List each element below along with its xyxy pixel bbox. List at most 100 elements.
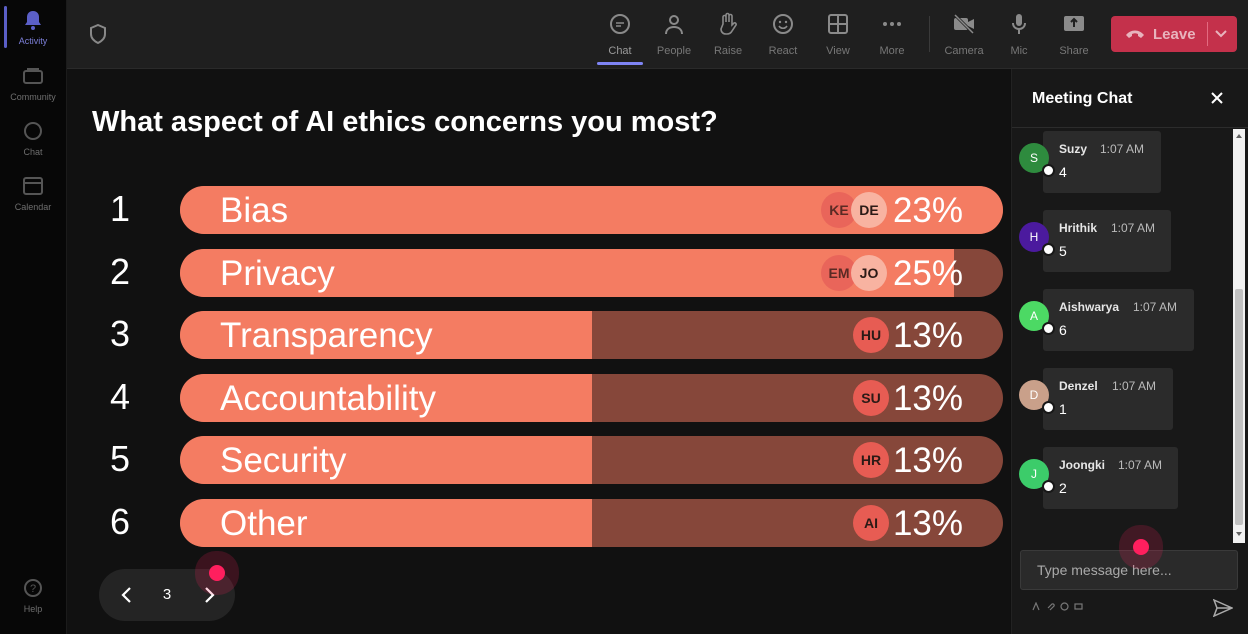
calendar-icon [23,177,43,195]
chat-message-sender: Aishwarya [1059,300,1120,314]
chevron-left-icon[interactable] [117,585,137,605]
toolbar-button-label: Camera [944,45,984,57]
leave-divider [1207,22,1208,46]
attach-icon[interactable] [1046,602,1055,611]
format-icon[interactable] [1032,602,1041,611]
chat-message[interactable]: Suzy 1:07 AM 4 S [1019,131,1239,195]
chat-scrollbar-thumb[interactable] [1235,289,1243,525]
community-icon [23,68,43,84]
chat-message-body: 4 [1059,164,1067,180]
meeting-toolbar: Chat People Raise React View More Camera… [67,0,1248,69]
toolbar-chat-button[interactable]: Chat [595,12,645,57]
voter-avatar: DE [851,192,887,228]
poll-option-bar-fill [180,436,592,484]
share-icon [1064,16,1084,31]
toolbar-view-button[interactable]: View [813,12,863,57]
poll-option-row[interactable]: 6 Other AI 13% [67,498,1010,547]
chat-message[interactable]: Hrithik 1:07 AM 5 H [1019,210,1239,274]
svg-text:?: ? [30,583,36,595]
chevron-down-icon[interactable] [1214,28,1228,40]
chat-message-time: 1:07 AM [1133,300,1178,314]
emoji-icon[interactable] [1060,602,1069,611]
shield-icon[interactable] [89,24,107,44]
app-rail: Activity Community Chat Calendar ? Help [0,0,67,634]
poll-option-number: 4 [109,375,131,417]
toolbar-button-label: View [826,45,850,57]
poll-stage: What aspect of AI ethics concerns you mo… [67,69,1010,634]
rail-item-label: Activity [18,36,48,46]
scroll-down-icon[interactable] [1235,530,1243,538]
chat-message-time: 1:07 AM [1100,142,1145,156]
poll-option-label: Bias [220,191,289,230]
avatar: S [1019,143,1049,173]
rail-item-chat[interactable]: Chat [0,121,66,157]
scroll-up-icon[interactable] [1235,132,1243,140]
mic-icon [1012,14,1026,34]
poll-option-bar: Security HR 13% [180,436,1003,484]
rail-item-label: Calendar [14,202,52,212]
chat-message-input[interactable] [1020,550,1238,590]
close-icon[interactable] [1210,91,1224,105]
chat-message-bubble: Suzy 1:07 AM 4 [1043,131,1161,193]
toolbar-mic-button[interactable]: Mic [994,12,1044,57]
chat-message-sender: Joongki [1059,458,1106,472]
poll-option-number: 2 [109,250,131,292]
raise-hand-icon [720,12,737,35]
chat-message-body: 2 [1059,480,1067,496]
chat-message-time: 1:07 AM [1111,221,1156,235]
chat-message-bubble: Hrithik 1:07 AM 5 [1043,210,1171,272]
poll-option-bar: Accountability SU 13% [180,373,1003,422]
rail-item-label: Community [10,92,56,102]
chat-message-sender: Denzel [1059,379,1098,393]
leave-button[interactable]: Leave [1111,16,1237,52]
poll-option-number: 5 [109,438,131,479]
poll-option-percent: 13% [892,378,963,418]
toolbar-button-label: People [656,45,692,57]
rail-item-activity[interactable]: Activity [0,10,66,46]
poll-option-bar: Other AI 13% [180,498,1003,547]
toolbar-more-button[interactable]: More [867,12,917,57]
smiley-icon [773,14,793,34]
chat-message-body: 5 [1059,243,1067,259]
toolbar-button-label: Raise [713,45,743,57]
chat-message-body: 1 [1059,401,1067,417]
poll-option-row[interactable]: 3 Transparency HU 13% [67,311,1010,359]
poll-option-bar: Transparency HU 13% [180,311,1003,359]
poll-option-row[interactable]: 2 Privacy EM JO 25% [67,248,1010,297]
meeting-chat-panel: Meeting Chat Suzy 1:07 AM 4 S Hrithik 1:07 AM… [1011,69,1248,634]
page-number: 3 [162,586,172,603]
rail-item-community[interactable]: Community [0,66,66,102]
poll-option-label: Security [220,441,347,480]
chat-message-bubble: Joongki 1:07 AM 2 [1043,447,1178,509]
presence-status-icon [1042,243,1055,256]
poll-option-bar-fill [180,311,592,359]
voter-avatar: EM [821,254,857,291]
help-icon: ? [24,579,42,597]
toolbar-raise-button[interactable]: Raise [703,12,753,57]
presence-status-icon [1042,322,1055,335]
toolbar-people-button[interactable]: People [649,12,699,57]
chat-message[interactable]: Joongki 1:07 AM 2 J [1019,447,1239,511]
poll-option-bar: Bias KE DE 23% [180,186,1003,234]
poll-option-percent: 25% [892,253,963,293]
poll-option-row[interactable]: 4 Accountability SU 13% [67,373,1010,422]
phone-hangup-icon [1126,30,1144,38]
poll-option-label: Other [220,503,308,543]
presence-status-icon [1042,164,1055,177]
gif-icon[interactable] [1074,602,1083,611]
toolbar-share-button[interactable]: Share [1049,12,1099,57]
chat-message-body: 6 [1059,322,1067,338]
poll-option-bar-fill [180,373,592,422]
rail-item-calendar[interactable]: Calendar [0,176,66,212]
toolbar-button-label: More [879,45,905,57]
chat-message[interactable]: Aishwarya 1:07 AM 6 A [1019,289,1239,353]
toolbar-camera-button[interactable]: Camera [939,12,989,57]
send-icon[interactable] [1213,599,1233,617]
toolbar-separator [929,16,930,52]
poll-option-row[interactable]: 1 Bias KE DE 23% [67,186,1010,234]
poll-option-row[interactable]: 5 Security HR 13% [67,436,1010,484]
chevron-right-icon[interactable] [199,585,219,605]
toolbar-react-button[interactable]: React [758,12,808,57]
chat-message[interactable]: Denzel 1:07 AM 1 D [1019,368,1239,432]
rail-item-help[interactable]: ? Help [0,578,66,614]
